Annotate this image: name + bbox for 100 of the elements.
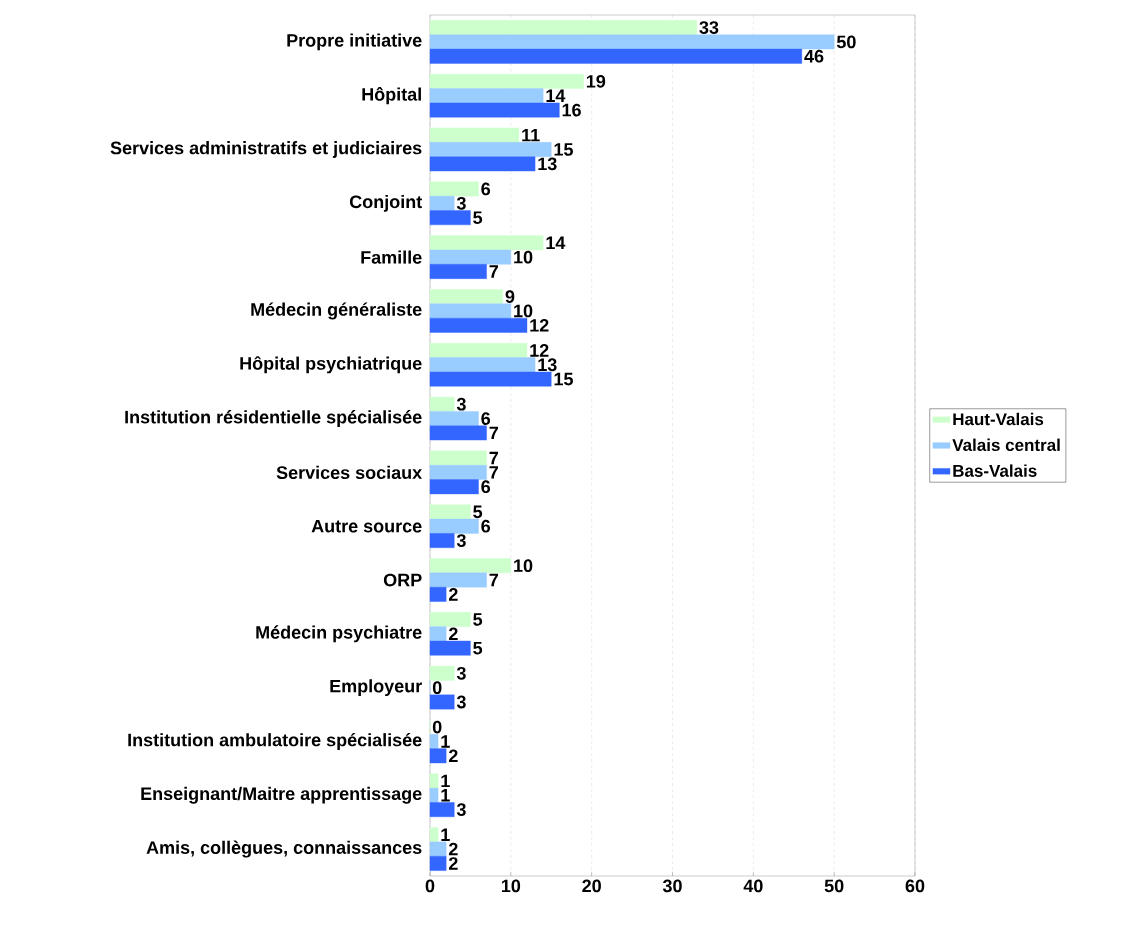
data-label: 1 bbox=[441, 774, 450, 788]
y-tick-label: Hôpital psychiatrique bbox=[240, 356, 422, 374]
x-tick-label: 10 bbox=[501, 879, 521, 893]
data-label: 1 bbox=[441, 789, 450, 802]
data-label: 46 bbox=[804, 49, 824, 63]
data-label: 0 bbox=[432, 720, 442, 734]
bar bbox=[429, 626, 447, 642]
x-tick-label: 40 bbox=[743, 879, 763, 893]
data-label: 6 bbox=[481, 412, 491, 425]
y-tick-label: ORP bbox=[383, 573, 422, 587]
data-label: 10 bbox=[514, 304, 533, 318]
y-tick-label: Employeur bbox=[330, 679, 422, 697]
y-tick-label: Institution résidentielle spécialisée bbox=[125, 410, 422, 428]
x-tick-label: 0 bbox=[425, 879, 435, 893]
y-tick-label: Propre initiative bbox=[287, 33, 422, 51]
data-label: 15 bbox=[554, 372, 573, 386]
bar bbox=[429, 787, 439, 803]
data-label: 50 bbox=[836, 35, 856, 49]
data-label: 2 bbox=[448, 749, 458, 763]
data-label: 10 bbox=[514, 559, 533, 573]
bar bbox=[429, 773, 439, 789]
x-tick-label: 20 bbox=[582, 879, 601, 893]
data-label: 16 bbox=[562, 103, 581, 117]
data-label: 14 bbox=[546, 89, 566, 102]
data-label: 5 bbox=[473, 613, 483, 626]
data-label: 19 bbox=[586, 74, 606, 88]
x-tick-label: 60 bbox=[905, 879, 925, 893]
bar bbox=[429, 102, 560, 118]
data-label: 2 bbox=[448, 857, 458, 870]
bar bbox=[429, 450, 487, 466]
bar bbox=[429, 73, 584, 89]
bar bbox=[429, 734, 439, 749]
y-tick-label: Services sociaux bbox=[276, 465, 423, 479]
data-label: 7 bbox=[489, 426, 498, 440]
bar bbox=[429, 504, 471, 520]
legend-label: Bas-Valais bbox=[953, 464, 1037, 477]
data-label: 5 bbox=[473, 505, 483, 519]
bar bbox=[429, 396, 455, 412]
bar bbox=[429, 665, 455, 681]
data-label: 7 bbox=[489, 573, 498, 587]
data-label: 1 bbox=[441, 828, 450, 841]
y-tick-label: Médecin psychiatre bbox=[256, 625, 422, 643]
data-label: 2 bbox=[448, 588, 458, 601]
bar bbox=[429, 317, 528, 333]
bar bbox=[429, 612, 471, 627]
bar bbox=[429, 343, 528, 358]
bar bbox=[429, 411, 479, 426]
data-label: 14 bbox=[546, 236, 566, 249]
bar bbox=[429, 827, 439, 843]
y-tick-label: Famille bbox=[361, 250, 422, 264]
bar bbox=[429, 479, 479, 495]
data-label: 2 bbox=[448, 842, 458, 856]
bar bbox=[429, 586, 447, 602]
y-tick-label: Enseignant/Maitre apprentissage bbox=[141, 786, 422, 804]
bar bbox=[429, 88, 544, 104]
data-label: 5 bbox=[473, 211, 483, 224]
bar bbox=[429, 518, 479, 534]
data-label: 15 bbox=[554, 143, 573, 156]
data-label: 12 bbox=[530, 319, 549, 332]
data-label: 3 bbox=[456, 803, 466, 816]
data-label: 5 bbox=[473, 641, 483, 655]
bar bbox=[429, 249, 512, 265]
bar bbox=[429, 856, 447, 871]
data-label: 6 bbox=[481, 182, 491, 196]
data-label: 3 bbox=[456, 666, 466, 680]
bar bbox=[429, 558, 512, 574]
data-label: 7 bbox=[489, 265, 498, 278]
bar bbox=[429, 694, 455, 710]
bar bbox=[429, 572, 487, 588]
bar bbox=[429, 289, 503, 304]
data-label: 2 bbox=[448, 627, 458, 641]
bar bbox=[429, 264, 487, 279]
data-label: 9 bbox=[505, 290, 515, 303]
y-tick-label: Services administratifs et judiciaires bbox=[110, 141, 422, 158]
bar bbox=[429, 425, 487, 441]
data-label: 0 bbox=[432, 681, 442, 695]
data-label: 3 bbox=[456, 695, 466, 709]
bar bbox=[429, 127, 520, 143]
data-label: 13 bbox=[538, 157, 557, 171]
data-label: 10 bbox=[514, 250, 533, 264]
data-label: 3 bbox=[456, 534, 466, 547]
y-tick-label: Conjoint bbox=[349, 194, 422, 212]
y-tick-label: Hôpital bbox=[362, 87, 421, 105]
bar bbox=[429, 142, 552, 157]
data-label: 1 bbox=[441, 735, 450, 748]
bar bbox=[429, 640, 471, 656]
bar bbox=[429, 841, 447, 857]
x-tick-label: 30 bbox=[662, 879, 682, 893]
bar bbox=[429, 802, 455, 817]
data-label: 12 bbox=[530, 344, 549, 357]
data-label: 6 bbox=[481, 480, 491, 494]
data-label: 33 bbox=[699, 21, 719, 34]
legend-label: Valais central bbox=[952, 438, 1060, 452]
data-label: 3 bbox=[456, 397, 466, 411]
bar bbox=[429, 235, 544, 251]
bar bbox=[429, 465, 487, 480]
y-tick-label: Amis, collègues, connaissances bbox=[146, 840, 422, 858]
bar bbox=[429, 20, 697, 35]
y-tick-label: Autre source bbox=[311, 519, 422, 533]
data-label: 11 bbox=[522, 128, 540, 142]
